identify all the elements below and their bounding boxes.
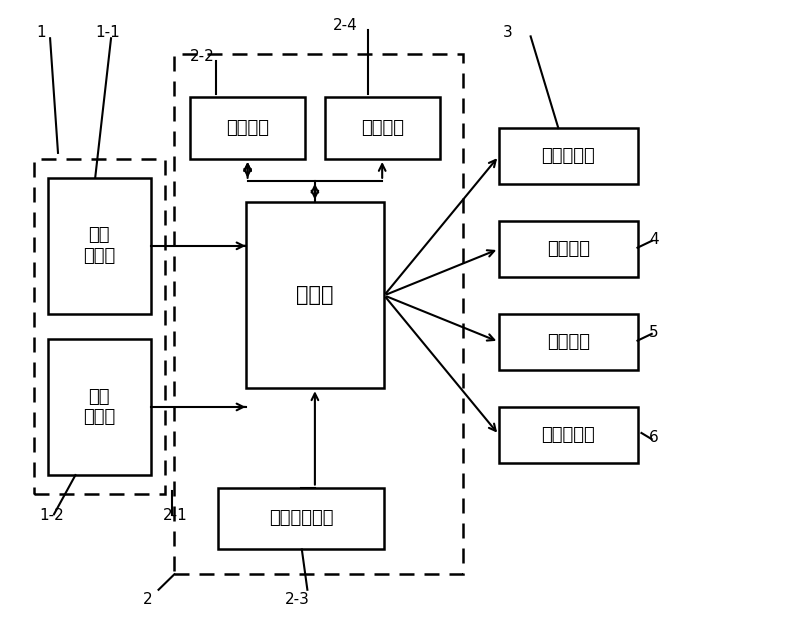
Text: 参数设置单元: 参数设置单元: [269, 509, 334, 528]
Bar: [190, 97, 305, 159]
Bar: [218, 487, 384, 550]
Bar: [499, 314, 638, 370]
Text: 加热装置: 加热装置: [546, 240, 590, 258]
Text: 2: 2: [142, 592, 152, 607]
Text: 6: 6: [650, 430, 659, 445]
Text: 3: 3: [503, 24, 513, 40]
Text: 湿度
传感器: 湿度 传感器: [83, 387, 115, 426]
Text: 显示单元: 显示单元: [361, 119, 404, 137]
Text: 2-3: 2-3: [286, 592, 310, 607]
Text: 制冷风机: 制冷风机: [546, 333, 590, 351]
Text: 5: 5: [650, 325, 659, 340]
Text: 空气干燥机: 空气干燥机: [542, 147, 595, 165]
Text: 4: 4: [650, 232, 659, 247]
Bar: [499, 407, 638, 463]
Bar: [34, 159, 165, 494]
Text: 温度
传感器: 温度 传感器: [83, 227, 115, 265]
Bar: [246, 202, 384, 388]
Text: 控制器: 控制器: [296, 285, 334, 305]
Bar: [499, 128, 638, 184]
Text: 1-2: 1-2: [40, 508, 65, 523]
Text: 1-1: 1-1: [95, 24, 120, 40]
Text: 2-2: 2-2: [190, 50, 215, 64]
Bar: [499, 221, 638, 277]
Bar: [325, 97, 439, 159]
Text: 1: 1: [36, 24, 46, 40]
Bar: [48, 338, 150, 475]
Text: 可升降支座: 可升降支座: [542, 426, 595, 444]
Text: 存储单元: 存储单元: [226, 119, 269, 137]
Bar: [48, 178, 150, 314]
Bar: [174, 54, 463, 574]
Text: 2-1: 2-1: [162, 508, 187, 523]
Text: 2-4: 2-4: [333, 18, 358, 33]
